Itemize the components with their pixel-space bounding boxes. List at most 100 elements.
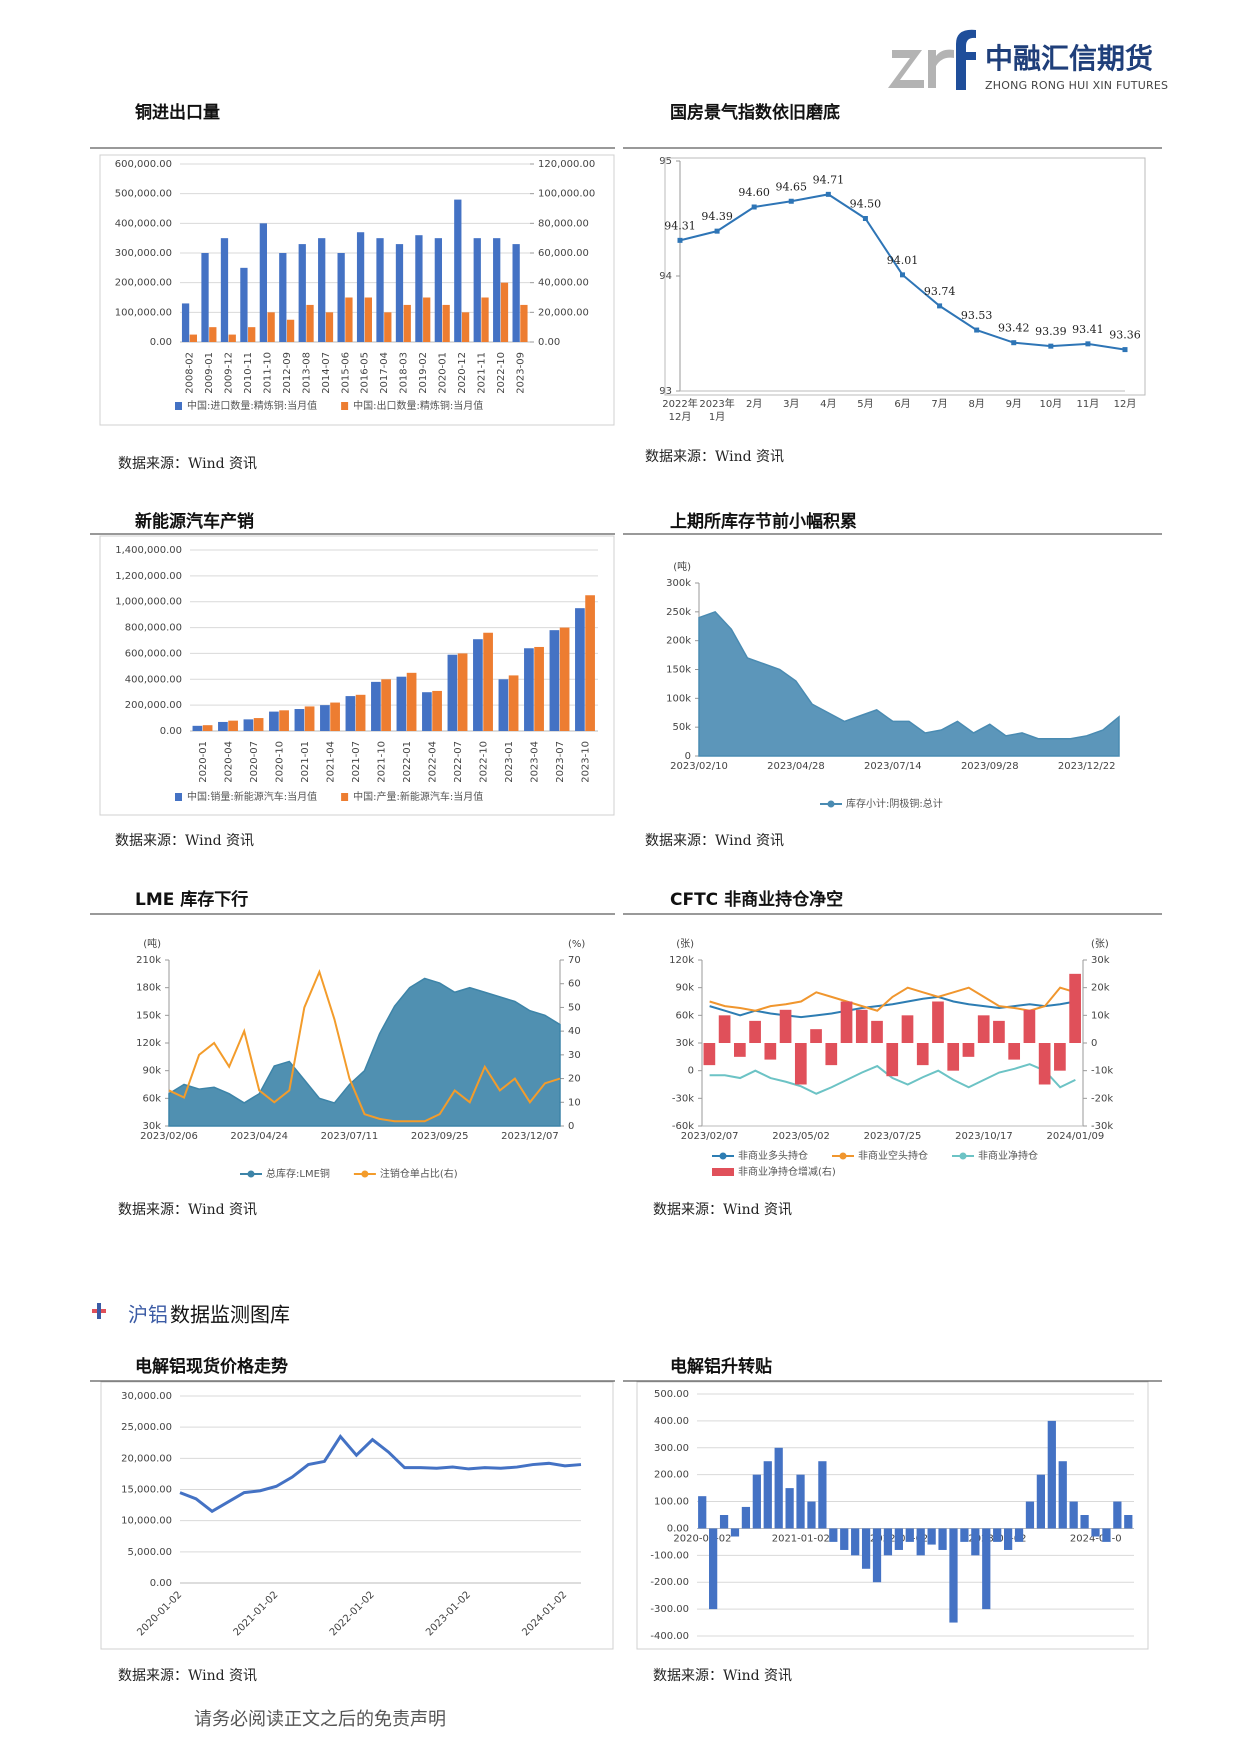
bar: [883, 1528, 893, 1556]
bar: [294, 709, 305, 731]
point: [1048, 343, 1054, 349]
x-tick-label: 6月: [894, 398, 910, 410]
legend-label: 非商业空头持仓: [858, 1149, 928, 1162]
x-tick-label: 2021-07: [351, 741, 362, 783]
y2-tick-label: 10k: [1091, 1010, 1110, 1021]
y-tick-label: 100k: [666, 693, 691, 704]
legend-entry: 非商业多头持仓: [712, 1149, 808, 1162]
bar: [977, 1015, 990, 1043]
data-label: 94.01: [887, 254, 919, 267]
area: [168, 977, 561, 1127]
area: [698, 610, 1120, 757]
y-tick-label: 1,000,000.00: [115, 597, 182, 608]
bar: [916, 1043, 929, 1066]
bar: [325, 312, 334, 342]
x-tick-label: 2023/09/28: [961, 761, 1019, 772]
y-tick-label: 400,000.00: [115, 218, 172, 229]
bar: [734, 1043, 746, 1057]
bar: [840, 1001, 853, 1043]
bar: [719, 1515, 729, 1529]
x-tick-label: 2021-01-02: [772, 1533, 830, 1544]
bar: [1080, 1515, 1089, 1529]
bar: [220, 238, 229, 342]
bar: [763, 1461, 772, 1529]
x-tick-label: 2023-09: [515, 352, 526, 394]
bar: [447, 654, 458, 731]
legend-dot: [719, 1152, 727, 1160]
point: [825, 191, 831, 197]
x-tick-label: 2023-04: [529, 741, 540, 783]
x-tick-label: 2023/12/22: [1058, 761, 1116, 772]
y-tick-label: 1,400,000.00: [115, 545, 182, 556]
y-tick-label: -100.00: [650, 1550, 689, 1561]
logo-z: [888, 50, 924, 88]
bar: [818, 1461, 827, 1529]
y-tick-label: 20,000.00: [121, 1453, 172, 1464]
point: [1085, 341, 1091, 347]
bar: [971, 1528, 980, 1556]
y-tick-label: 200.00: [654, 1470, 689, 1481]
point: [788, 198, 794, 204]
bar: [192, 725, 203, 731]
y-tick-label: 100,000.00: [115, 307, 172, 318]
logo-en: ZHONG RONG HUI XIN FUTURES: [985, 79, 1168, 92]
y-tick-label: 300.00: [654, 1443, 689, 1454]
x-tick-label: 2010-11: [243, 352, 254, 394]
source: 数据来源：Wind 资讯: [645, 449, 784, 465]
y-tick-label: -300.00: [650, 1604, 689, 1615]
y-tick-label: 25,000.00: [121, 1422, 172, 1433]
y-tick-label: 0.00: [150, 337, 172, 348]
x-tick-label: 2023/07/11: [321, 1131, 379, 1142]
legend-dot: [839, 1152, 847, 1160]
line: [168, 968, 561, 1123]
logo-r: [928, 49, 954, 88]
source: 数据来源：Wind 资讯: [645, 833, 784, 849]
x-tick-label: 2022-10: [496, 352, 507, 394]
x-tick-label: 2023/07/25: [864, 1131, 922, 1142]
y-tick-label: 120k: [136, 1038, 161, 1049]
bar: [345, 696, 356, 731]
chart-frame: [99, 154, 615, 426]
data-label: 94.65: [776, 180, 808, 193]
point: [751, 204, 757, 210]
bar: [320, 705, 330, 731]
data-label: 94.31: [664, 219, 696, 232]
x-tick-label: 11月: [1077, 398, 1100, 410]
legend-swatch: [341, 402, 349, 410]
x-tick-label: 2020-01-02: [673, 1533, 731, 1544]
legend-entry: 非商业空头持仓: [832, 1149, 928, 1162]
legend-entry: 中国:进口数量:精炼铜:当月值: [175, 399, 317, 412]
bar: [1069, 973, 1081, 1043]
legend-label: 非商业净持仓增减(右): [738, 1165, 836, 1178]
bar: [218, 721, 228, 731]
y2-tick-label: 70: [568, 955, 581, 966]
bar: [422, 692, 432, 731]
x-tick-label: 2023/05/02: [772, 1131, 830, 1142]
bar: [1023, 1009, 1036, 1043]
bar: [962, 1043, 975, 1057]
bar: [364, 297, 372, 342]
x-tick-label: 2022-10: [478, 741, 489, 783]
source: 数据来源：Wind 资讯: [118, 456, 257, 472]
y2-tick-label: 10: [568, 1097, 581, 1108]
data-label: 94.50: [850, 198, 882, 211]
chart-frame: [636, 1381, 1149, 1650]
bar: [829, 1528, 838, 1542]
y-tick-label: -200.00: [650, 1577, 689, 1588]
bar: [253, 718, 264, 731]
bar: [209, 327, 217, 342]
y2-tick-label: -20k: [1091, 1093, 1113, 1104]
x-tick-label: 2022年 12月: [662, 397, 697, 423]
y-tick-label: 0.00: [667, 1523, 689, 1534]
data-label: 93.42: [998, 322, 1030, 335]
bar: [371, 681, 381, 731]
y2-tick-label: 0.00: [538, 337, 560, 348]
x-tick-label: 2023/07/14: [864, 761, 922, 772]
y-tick-label: 500,000.00: [115, 189, 172, 200]
source: 数据来源：Wind 资讯: [653, 1202, 792, 1218]
legend-dot: [959, 1152, 967, 1160]
bar: [982, 1528, 991, 1610]
y2-tick-label: 100,000.00: [538, 189, 595, 200]
